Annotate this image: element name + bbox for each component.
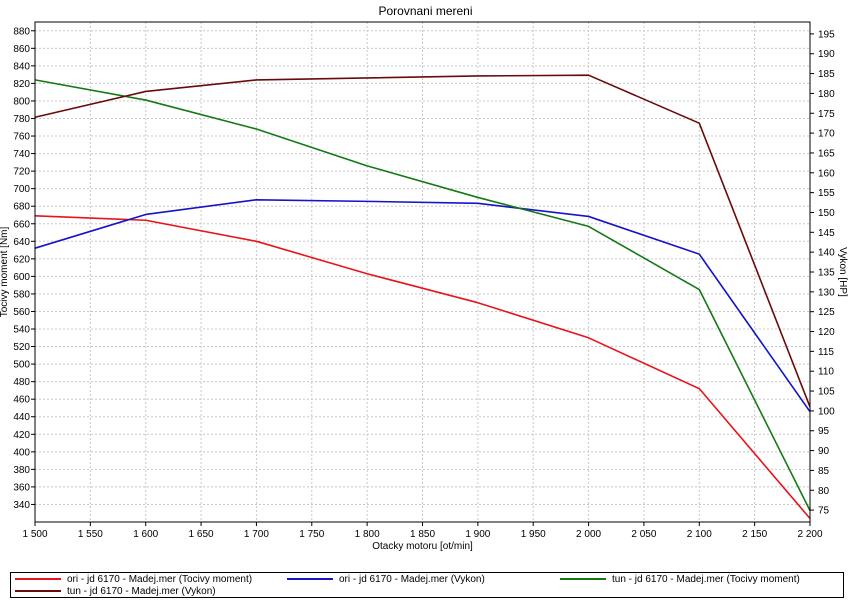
y-right-tick-label: 165 bbox=[818, 148, 835, 159]
legend-item: ori - jd 6170 - Madej.mer (Tocivy moment… bbox=[11, 574, 252, 586]
y-right-tick-label: 75 bbox=[818, 506, 830, 517]
series-line-4 bbox=[34, 74, 811, 408]
y-left-tick-label: 460 bbox=[13, 395, 30, 406]
y-left-tick-label: 800 bbox=[13, 96, 30, 107]
y-left-tick-label: 700 bbox=[13, 184, 30, 195]
series-layer bbox=[34, 74, 811, 520]
x-tick-label: 1 600 bbox=[133, 529, 158, 540]
x-tick-label: 1 950 bbox=[521, 529, 546, 540]
y-right-tick-label: 95 bbox=[818, 426, 830, 437]
legend: ori - jd 6170 - Madej.mer (Tocivy moment… bbox=[10, 572, 844, 598]
x-tick-label: 2 000 bbox=[576, 529, 601, 540]
y-left-tick-label: 820 bbox=[13, 79, 30, 90]
chart-title: Porovnani mereni bbox=[378, 4, 472, 18]
y-right-tick-label: 195 bbox=[818, 29, 835, 40]
x-tick-label: 1 550 bbox=[78, 529, 103, 540]
y-axis-right-label: Vykon [HP] bbox=[837, 247, 848, 297]
y-left-tick-label: 640 bbox=[13, 237, 30, 248]
x-tick-label: 2 150 bbox=[742, 529, 767, 540]
y-left-tick-label: 400 bbox=[13, 447, 30, 458]
legend-label: ori - jd 6170 - Madej.mer (Vykon) bbox=[339, 574, 485, 585]
y-left-tick-label: 480 bbox=[13, 377, 30, 388]
x-tick-label: 1 900 bbox=[465, 529, 490, 540]
y-right-tick-label: 85 bbox=[818, 466, 830, 477]
tick-labels: 1 500 1 550 1 600 1 650 1 700 1 750 1 800 1 850… bbox=[13, 26, 835, 540]
series-line-2 bbox=[34, 198, 811, 413]
x-axis-label: Otacky motoru [ot/min] bbox=[372, 541, 473, 552]
legend-item: tun - jd 6170 - Madej.mer (Tocivy moment… bbox=[556, 574, 800, 586]
y-left-tick-label: 580 bbox=[13, 289, 30, 300]
x-tick-label: 2 200 bbox=[797, 529, 822, 540]
y-right-tick-label: 140 bbox=[818, 248, 835, 259]
y-right-tick-label: 155 bbox=[818, 188, 835, 199]
y-left-tick-label: 780 bbox=[13, 114, 30, 125]
y-right-tick-label: 180 bbox=[818, 89, 835, 100]
y-left-tick-label: 660 bbox=[13, 219, 30, 230]
x-tick-label: 1 650 bbox=[189, 529, 214, 540]
y-right-tick-label: 190 bbox=[818, 49, 835, 60]
y-left-tick-label: 500 bbox=[13, 360, 30, 371]
y-left-tick-label: 740 bbox=[13, 149, 30, 160]
y-right-tick-label: 130 bbox=[818, 287, 835, 298]
legend-label: tun - jd 6170 - Madej.mer (Vykon) bbox=[67, 586, 216, 597]
series-line-1 bbox=[34, 215, 811, 520]
y-right-tick-label: 90 bbox=[818, 446, 830, 457]
y-right-tick-label: 80 bbox=[818, 486, 830, 497]
legend-item: tun - jd 6170 - Madej.mer (Vykon) bbox=[11, 586, 216, 598]
legend-swatch bbox=[15, 578, 61, 581]
y-right-tick-label: 125 bbox=[818, 307, 835, 318]
y-left-tick-label: 620 bbox=[13, 254, 30, 265]
y-left-tick-label: 440 bbox=[13, 412, 30, 423]
y-right-tick-label: 120 bbox=[818, 327, 835, 338]
x-tick-label: 1 750 bbox=[299, 529, 324, 540]
y-left-tick-label: 420 bbox=[13, 430, 30, 441]
y-left-tick-label: 840 bbox=[13, 61, 30, 72]
y-right-tick-label: 175 bbox=[818, 109, 835, 120]
y-left-tick-label: 380 bbox=[13, 465, 30, 476]
grid bbox=[34, 22, 811, 522]
y-right-tick-label: 115 bbox=[818, 347, 834, 358]
legend-swatch bbox=[15, 590, 61, 593]
y-left-tick-label: 680 bbox=[13, 202, 30, 213]
y-left-tick-label: 360 bbox=[13, 482, 30, 493]
y-right-tick-label: 150 bbox=[818, 208, 835, 219]
x-tick-label: 1 800 bbox=[355, 529, 380, 540]
y-left-tick-label: 760 bbox=[13, 132, 30, 143]
y-left-tick-label: 860 bbox=[13, 44, 30, 55]
y-right-tick-label: 100 bbox=[818, 406, 835, 417]
x-tick-label: 1 500 bbox=[22, 529, 47, 540]
y-right-tick-label: 110 bbox=[818, 367, 834, 378]
legend-swatch bbox=[287, 578, 333, 581]
y-axis-left-label: Tocivy moment [Nm] bbox=[0, 226, 10, 317]
x-tick-label: 1 850 bbox=[410, 529, 435, 540]
legend-label: tun - jd 6170 - Madej.mer (Tocivy moment… bbox=[612, 574, 800, 585]
y-left-tick-label: 560 bbox=[13, 307, 30, 318]
y-right-tick-label: 160 bbox=[818, 168, 835, 179]
y-left-tick-label: 720 bbox=[13, 167, 30, 178]
x-tick-label: 2 050 bbox=[631, 529, 656, 540]
y-right-tick-label: 170 bbox=[818, 129, 835, 140]
y-left-tick-label: 540 bbox=[13, 325, 30, 336]
legend-item: ori - jd 6170 - Madej.mer (Vykon) bbox=[283, 574, 485, 586]
y-right-tick-label: 185 bbox=[818, 69, 835, 80]
y-left-tick-label: 600 bbox=[13, 272, 30, 283]
series-line-3 bbox=[34, 79, 811, 511]
y-left-tick-label: 880 bbox=[13, 26, 30, 37]
x-tick-label: 2 100 bbox=[687, 529, 712, 540]
legend-label: ori - jd 6170 - Madej.mer (Tocivy moment… bbox=[67, 574, 253, 585]
y-right-tick-label: 135 bbox=[818, 268, 835, 279]
x-tick-label: 1 700 bbox=[244, 529, 269, 540]
y-right-tick-label: 145 bbox=[818, 228, 835, 239]
y-left-tick-label: 520 bbox=[13, 342, 30, 353]
legend-swatch bbox=[560, 578, 606, 581]
y-left-tick-label: 340 bbox=[13, 500, 30, 511]
y-right-tick-label: 105 bbox=[818, 387, 835, 398]
